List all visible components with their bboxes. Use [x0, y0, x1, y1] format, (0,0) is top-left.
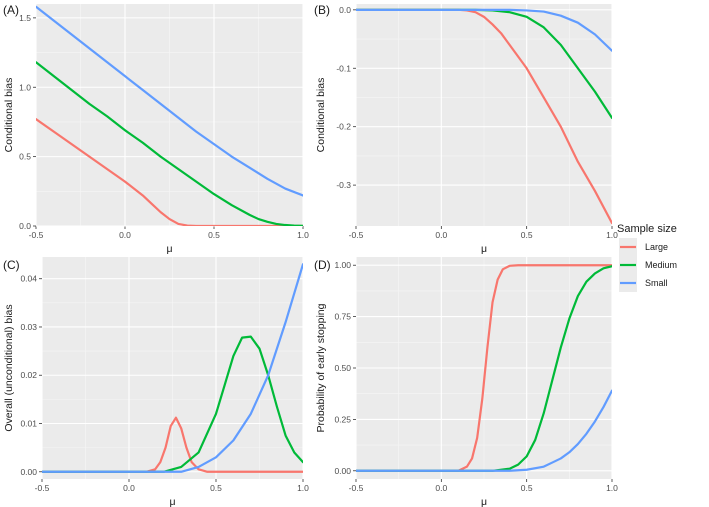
panel-b-series-small [356, 8, 612, 52]
legend-title: Sample size [617, 223, 677, 235]
panel-a-series-medium [36, 61, 303, 226]
panel-d-y-tick-label: 0.75 [334, 312, 351, 322]
panel-d-y-tick-label: 0.25 [334, 414, 351, 424]
panel-c-x-tick-label: 0.0 [123, 483, 135, 493]
panel-c-series-small [42, 263, 303, 473]
panel-d-y-axis-title: Probability of early stopping [315, 303, 327, 432]
panel-d-x-tick-label: 0.5 [521, 483, 533, 493]
panel-d-x-axis-title: μ [481, 496, 487, 507]
panel-b-x-tick-label: 0.0 [435, 230, 447, 240]
panel-b-y-tick-label: -0.2 [336, 122, 351, 132]
panel-a-x-axis-title: μ [166, 243, 172, 255]
panel-a-x-tick-label: -0.5 [29, 230, 44, 240]
legend-label-small: Small [645, 278, 668, 288]
panel-a-y-tick-label: 1.0 [19, 82, 31, 92]
panel-b-y-tick-label: 0.0 [339, 5, 351, 15]
panel-d: -0.5 0.0 0.5 1.0 0.00 0.25 0.50 0.75 1.00(D) μ Pro… [314, 257, 618, 507]
panel-a-x-tick-label: 0.0 [119, 230, 131, 240]
legend-entry-large: Large [619, 238, 668, 256]
panel-d-tag: (D) [314, 258, 331, 272]
panel-b-x-axis-title: μ [481, 243, 487, 255]
panel-a-y-tick-label: 0.5 [19, 152, 31, 162]
panel-c-y-tick-label: 0.00 [20, 467, 37, 477]
panel-d-y-tick-label: 0.50 [334, 363, 351, 373]
legend-label-medium: Medium [645, 260, 677, 270]
panel-d-x-tick-label: 1.0 [606, 483, 618, 493]
panel-d-series-small [356, 389, 612, 472]
panel-c-series-medium [42, 335, 303, 473]
panel-d-series-large [356, 264, 612, 472]
panel-c-x-tick-label: -0.5 [35, 483, 50, 493]
panel-c-y-tick-label: 0.02 [20, 370, 37, 380]
legend-entry-medium: Medium [619, 256, 677, 274]
legend: Sample size Large Medium Small [617, 223, 677, 292]
panel-c: -0.5 0.0 0.5 1.0 0.00 0.01 0.02 0.03 0.04(C) μ Ove… [3, 257, 309, 507]
chart-panels: -0.5 0.0 0.5 1.00.00.51.01.5(A)μConditional… [3, 3, 618, 507]
panel-c-y-tick-label: 0.01 [20, 419, 37, 429]
panel-a-x-tick-label: 1.0 [297, 230, 309, 240]
panel-c-x-axis-title: μ [169, 496, 175, 507]
panel-a-tag: (A) [3, 3, 19, 17]
panel-c-series-large [42, 416, 303, 473]
panel-c-x-tick-label: 0.5 [210, 483, 222, 493]
panel-b-x-tick-label: 0.5 [521, 230, 533, 240]
panel-a-series-small [36, 5, 303, 197]
panel-d-x-tick-label: 0.0 [435, 483, 447, 493]
panel-d-x-tick-label: -0.5 [349, 483, 364, 493]
legend-label-large: Large [645, 242, 668, 252]
panel-c-y-axis-title: Overall (unconditional) bias [3, 304, 15, 431]
panel-a-y-tick-label: 1.5 [19, 13, 31, 23]
panel-a-y-tick-label: 0.0 [19, 221, 31, 231]
panel-b-y-tick-label: -0.1 [336, 63, 351, 73]
panel-a-y-axis-title: Conditional bias [3, 78, 15, 153]
panel-c-x-tick-label: 1.0 [297, 483, 309, 493]
panel-c-y-tick-label: 0.04 [20, 274, 37, 284]
panel-b-x-tick-label: 1.0 [606, 230, 618, 240]
panel-a-x-tick-label: 0.5 [208, 230, 220, 240]
panel-b-x-tick-label: -0.5 [349, 230, 364, 240]
panel-b-y-axis-title: Conditional bias [315, 78, 327, 153]
panel-d-series-medium [356, 265, 612, 472]
legend-entry-small: Small [619, 274, 668, 292]
panel-b: -0.5 0.0 0.5 1.0 0.0 -0.1 -0.2 -0.3 (B) μ Conditio… [314, 3, 618, 255]
panel-a: -0.5 0.0 0.5 1.00.00.51.01.5(A)μConditional… [3, 3, 309, 255]
panel-b-y-tick-label: -0.3 [336, 180, 351, 190]
panel-d-y-tick-label: 1.00 [334, 260, 351, 270]
panel-c-tag: (C) [3, 258, 20, 272]
panel-a-series-large [36, 118, 303, 226]
panel-d-y-tick-label: 0.00 [334, 466, 351, 476]
panel-c-y-tick-label: 0.03 [20, 322, 37, 332]
panel-b-tag: (B) [314, 3, 330, 17]
